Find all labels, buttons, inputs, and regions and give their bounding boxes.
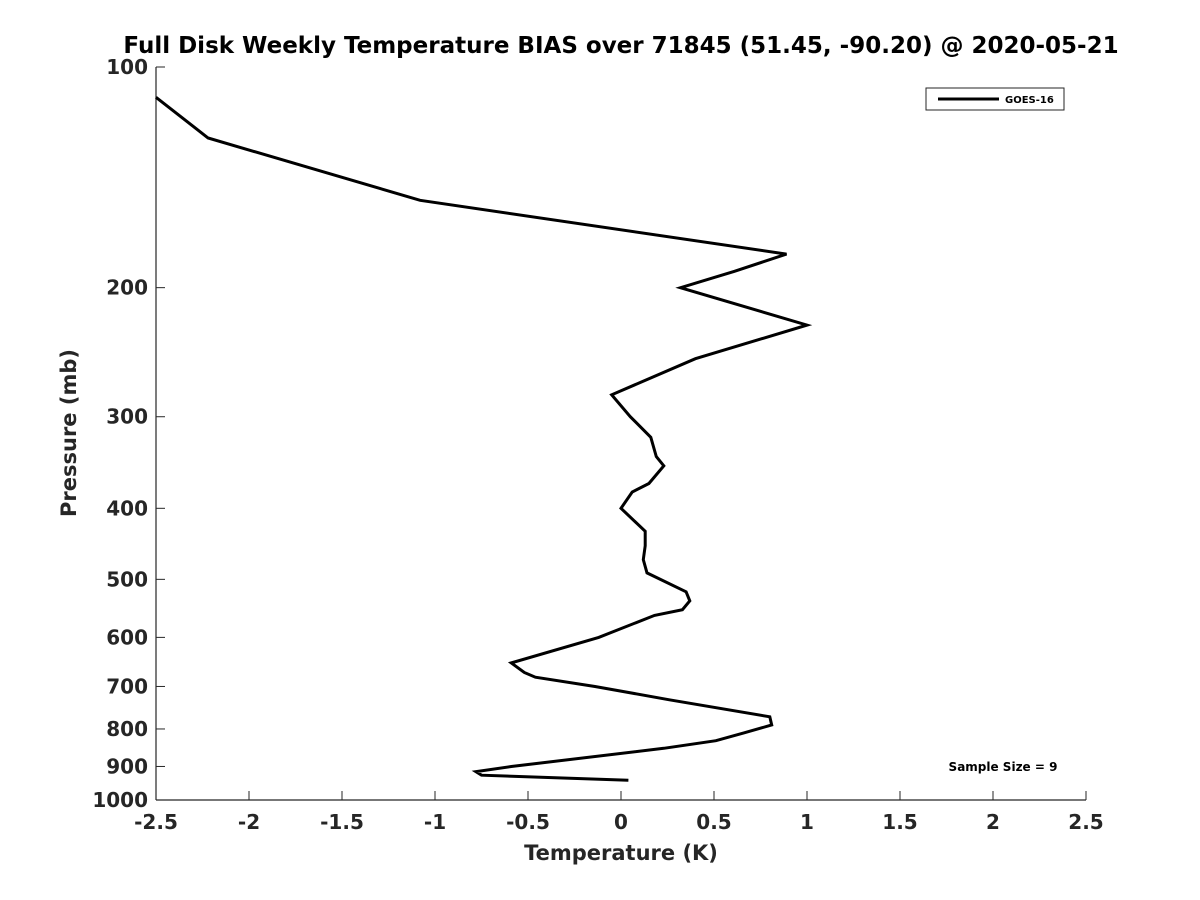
x-tick-label: 0: [614, 810, 628, 834]
x-tick-label: -1: [424, 810, 446, 834]
sample-size-annotation: Sample Size = 9: [949, 760, 1058, 774]
y-tick-label: 800: [106, 717, 148, 741]
y-axis-label: Pressure (mb): [57, 349, 81, 517]
y-tick-label: 100: [106, 55, 148, 79]
series-lines: [155, 96, 813, 782]
y-tick-label: 500: [106, 567, 148, 591]
y-tick-label: 600: [106, 625, 148, 649]
x-tick-label: 0.5: [696, 810, 731, 834]
plot-axes: -2.5 -2 -1.5 -1 -0.5 0 0.5 1 1.5 2 2.5 100 200 300 400…: [92, 55, 1103, 834]
legend-entry-label: GOES-16: [1005, 95, 1054, 106]
legend: GOES-16: [925, 87, 1065, 111]
y-tick-label: 900: [106, 754, 148, 778]
x-tick-label: 1: [800, 810, 814, 834]
x-tick-label: 1.5: [882, 810, 917, 834]
x-axis-label: Temperature (K): [524, 841, 718, 865]
series-line-goes-16: [155, 96, 813, 782]
x-tick-label: -0.5: [506, 810, 550, 834]
chart-title: Full Disk Weekly Temperature BIAS over 7…: [123, 33, 1118, 59]
x-tick-label: -1.5: [320, 810, 364, 834]
x-tick-label: -2: [238, 810, 260, 834]
y-tick-label: 300: [106, 405, 148, 429]
y-tick-label: 200: [106, 276, 148, 300]
y-tick-label: 1000: [92, 788, 148, 812]
x-tick-label: 2.5: [1068, 810, 1103, 834]
x-tick-label: 2: [986, 810, 1000, 834]
y-tick-label: 700: [106, 674, 148, 698]
y-tick-label: 400: [106, 496, 148, 520]
x-tick-label: -2.5: [134, 810, 178, 834]
